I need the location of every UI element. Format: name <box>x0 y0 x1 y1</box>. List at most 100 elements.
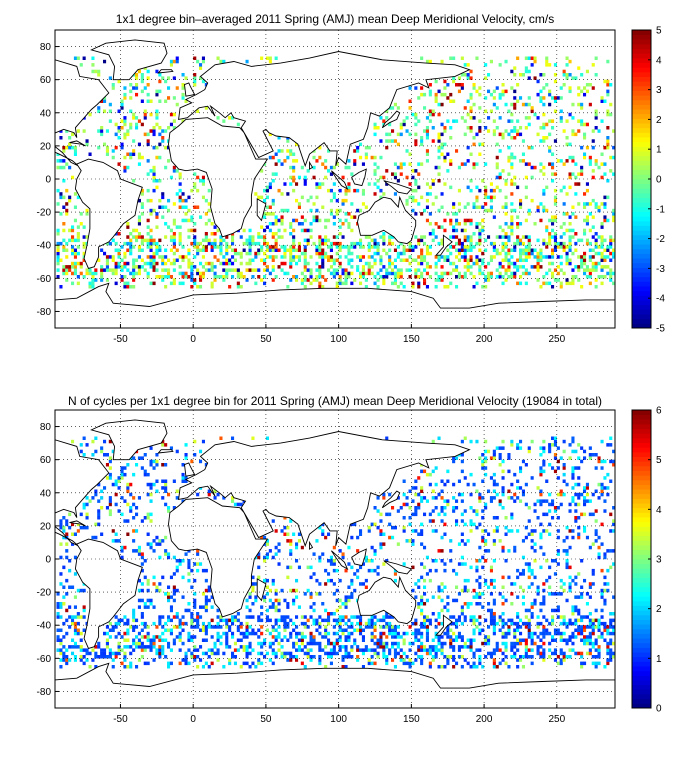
bin-cell <box>150 209 153 213</box>
bin-cell <box>566 143 569 147</box>
bin-cell <box>432 639 435 643</box>
bin-cell <box>228 268 231 272</box>
bin-cell <box>539 645 542 649</box>
bin-cell <box>164 100 167 104</box>
bin-cell <box>365 206 368 210</box>
bin-cell <box>321 619 324 623</box>
bin-cell <box>333 648 336 652</box>
bin-cell <box>571 275 574 279</box>
bin-cell <box>525 503 528 507</box>
bin-cell <box>158 133 161 137</box>
bin-cell <box>68 239 71 243</box>
bin-cell <box>513 103 516 107</box>
bin-cell <box>257 275 260 279</box>
bin-cell <box>374 252 377 256</box>
bin-cell <box>342 222 345 226</box>
bin-cell <box>595 232 598 236</box>
bin-cell <box>496 648 499 652</box>
bin-cell <box>537 622 540 626</box>
bin-cell <box>330 242 333 246</box>
bin-cell <box>443 80 446 84</box>
bin-cell <box>411 589 414 593</box>
bin-cell <box>187 562 190 566</box>
bin-cell <box>385 139 388 143</box>
bin-cell <box>62 655 65 659</box>
bin-cell <box>167 199 170 203</box>
bin-cell <box>237 268 240 272</box>
bin-cell <box>467 126 470 130</box>
bin-cell <box>237 272 240 276</box>
bin-cell <box>249 252 252 256</box>
bin-cell <box>208 219 211 223</box>
bin-cell <box>182 73 185 77</box>
bin-cell <box>432 645 435 649</box>
bin-cell <box>595 262 598 266</box>
bin-cell <box>365 156 368 160</box>
bin-cell <box>286 156 289 160</box>
bin-cell <box>586 493 589 497</box>
bin-cell <box>539 73 542 77</box>
bin-cell <box>478 153 481 157</box>
bin-cell <box>446 595 449 599</box>
bin-cell <box>429 192 432 196</box>
bin-cell <box>86 526 89 530</box>
bin-cell <box>423 235 426 239</box>
colorbar-segment <box>632 254 651 259</box>
bin-cell <box>333 259 336 263</box>
bin-cell <box>470 153 473 157</box>
bin-cell <box>606 642 609 646</box>
bin-cell <box>374 635 377 639</box>
bin-cell <box>603 556 606 560</box>
bin-cell <box>371 632 374 636</box>
bin-cell <box>592 139 595 143</box>
bin-cell <box>283 245 286 249</box>
bin-cell <box>150 639 153 643</box>
bin-cell <box>574 215 577 219</box>
bin-cell <box>118 642 121 646</box>
bin-cell <box>414 652 417 656</box>
bin-cell <box>339 232 342 236</box>
bin-cell <box>272 199 275 203</box>
bin-cell <box>519 486 522 490</box>
bin-cell <box>519 133 522 137</box>
bin-cell <box>173 60 176 64</box>
bin-cell <box>374 622 377 626</box>
bin-cell <box>606 265 609 269</box>
bin-cell <box>537 239 540 243</box>
bin-cell <box>429 252 432 256</box>
bin-cell <box>106 639 109 643</box>
bin-cell <box>446 83 449 87</box>
bin-cell <box>283 599 286 603</box>
bin-cell <box>173 586 176 590</box>
bin-cell <box>362 639 365 643</box>
bin-cell <box>237 625 240 629</box>
bin-cell <box>126 665 129 669</box>
bin-cell <box>516 268 519 272</box>
bin-cell <box>214 232 217 236</box>
velocity-map-title: 1x1 degree bin–averaged 2011 Spring (AMJ… <box>55 12 615 26</box>
bin-cell <box>272 556 275 560</box>
bin-cell <box>557 552 560 556</box>
bin-cell <box>507 268 510 272</box>
bin-cell <box>438 209 441 213</box>
bin-cell <box>97 146 100 150</box>
bin-cell <box>542 652 545 656</box>
bin-cell <box>187 259 190 263</box>
bin-cell <box>499 172 502 176</box>
bin-cell <box>417 285 420 289</box>
bin-cell <box>118 232 121 236</box>
bin-cell <box>356 658 359 662</box>
bin-cell <box>65 648 68 652</box>
bin-cell <box>379 116 382 120</box>
bin-cell <box>429 222 432 226</box>
bin-cell <box>350 242 353 246</box>
bin-cell <box>138 215 141 219</box>
bin-cell <box>158 582 161 586</box>
bin-cell <box>353 615 356 619</box>
colorbar-segment <box>632 72 651 77</box>
bin-cell <box>251 662 254 666</box>
bin-cell <box>542 123 545 127</box>
bin-cell <box>379 625 382 629</box>
bin-cell <box>455 255 458 259</box>
bin-cell <box>464 255 467 259</box>
